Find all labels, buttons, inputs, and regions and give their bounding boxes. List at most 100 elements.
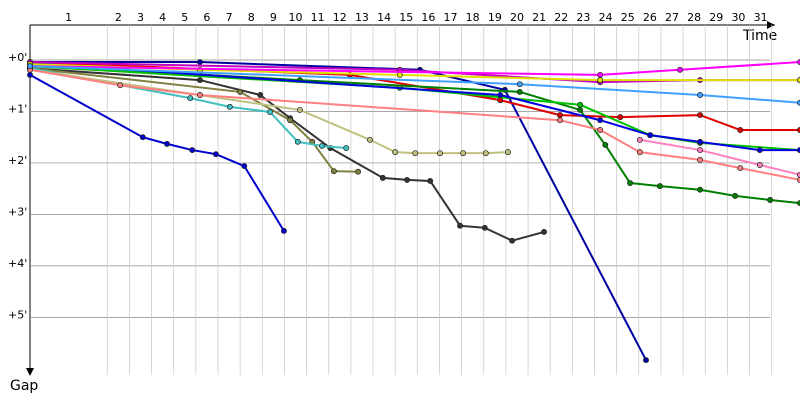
x-tick-label: 18 — [466, 11, 480, 24]
point — [697, 147, 704, 154]
point — [577, 101, 584, 108]
point — [189, 147, 196, 154]
point — [541, 228, 547, 235]
x-tick-label: 10 — [289, 11, 303, 24]
point — [197, 77, 203, 84]
x-tick-label: 14 — [377, 11, 391, 24]
x-tick-label: 17 — [444, 11, 458, 24]
point — [27, 63, 33, 70]
series-line — [29, 67, 359, 173]
point — [677, 66, 683, 73]
point — [617, 114, 624, 121]
point — [577, 106, 584, 113]
point — [27, 71, 33, 78]
point — [404, 176, 410, 183]
point — [226, 103, 233, 110]
y-axis-title: Gap — [10, 378, 38, 394]
point — [516, 88, 523, 95]
point — [481, 224, 488, 231]
x-tick-label: 12 — [333, 11, 347, 24]
x-tick-label: 30 — [731, 11, 745, 24]
x-tick-label: 5 — [181, 11, 188, 24]
x-tick-label: 11 — [311, 11, 325, 24]
x-tick-label: 20 — [510, 11, 524, 24]
point — [267, 109, 273, 115]
point — [597, 117, 604, 124]
point — [296, 106, 303, 113]
x-tick-label: 16 — [421, 11, 435, 24]
series-line — [30, 61, 647, 361]
x-tick-label: 6 — [203, 11, 210, 24]
x-tick-label: 28 — [687, 11, 701, 24]
x-tick-label: 9 — [270, 11, 277, 24]
point — [516, 81, 523, 88]
x-tick-label: 29 — [709, 11, 723, 24]
point — [197, 59, 203, 66]
point — [280, 227, 287, 234]
y-tick-label: +0' — [8, 51, 27, 64]
point — [636, 149, 643, 156]
point — [656, 183, 663, 190]
series-line — [639, 138, 800, 176]
point — [697, 186, 704, 193]
x-axis-title: Time — [742, 28, 777, 44]
y-tick-label: +4' — [8, 257, 27, 270]
point — [117, 82, 124, 89]
x-tick-label: 27 — [665, 11, 679, 24]
x-tick-label: 31 — [754, 11, 768, 24]
point — [557, 117, 563, 124]
point — [627, 180, 633, 186]
point — [294, 138, 301, 145]
point — [697, 138, 704, 145]
point — [427, 178, 434, 184]
x-tick-label: 8 — [248, 11, 255, 24]
x-tick-label: 3 — [137, 11, 144, 24]
point — [797, 59, 800, 66]
x-tick-label: 1 — [65, 11, 72, 24]
y-tick-label: +2' — [8, 154, 27, 167]
x-arrow — [767, 21, 775, 29]
x-tick-label: 26 — [643, 11, 657, 24]
x-tick-label: 13 — [355, 11, 369, 24]
point — [602, 141, 609, 148]
point — [756, 162, 763, 168]
point — [343, 145, 350, 151]
y-tick-label: +3' — [8, 205, 27, 218]
point — [139, 134, 146, 141]
point — [257, 92, 264, 98]
point — [187, 95, 194, 102]
x-tick-label: 24 — [599, 11, 613, 24]
point — [797, 200, 800, 207]
point — [797, 147, 800, 154]
point — [241, 163, 248, 169]
point — [319, 143, 325, 149]
point — [497, 92, 504, 98]
x-tick-label: 25 — [621, 11, 635, 24]
point — [392, 149, 399, 156]
point — [647, 132, 654, 139]
point — [597, 71, 604, 78]
point — [164, 140, 170, 147]
series-line — [29, 64, 800, 205]
x-tick-label: 4 — [159, 11, 166, 24]
point — [797, 127, 800, 133]
x-tick-label: 21 — [532, 11, 546, 24]
point — [237, 88, 244, 95]
point — [287, 117, 294, 124]
point — [697, 112, 704, 119]
point — [732, 192, 739, 199]
point — [457, 222, 464, 229]
point — [767, 197, 774, 203]
point — [636, 136, 643, 143]
point — [379, 174, 386, 181]
x-tick-label: 7 — [226, 11, 233, 24]
point — [212, 151, 219, 158]
point — [505, 149, 511, 156]
point — [437, 150, 443, 157]
point — [643, 357, 649, 364]
series-line — [29, 61, 800, 76]
point — [756, 147, 763, 154]
series-line — [29, 65, 800, 104]
y-arrow — [26, 368, 34, 376]
